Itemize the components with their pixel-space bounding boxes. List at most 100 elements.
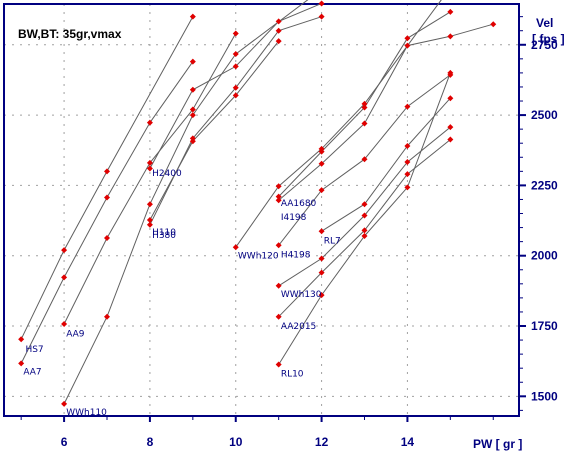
x-tick-label: 14 — [401, 435, 415, 449]
data-point — [18, 336, 25, 343]
series-line — [149, 40, 280, 221]
y-tick-label: 1750 — [531, 319, 558, 333]
x-tick-label: 12 — [315, 435, 329, 449]
data-point — [275, 313, 282, 320]
series-label: HS7 — [25, 345, 43, 355]
data-point — [275, 18, 282, 25]
data-point — [104, 194, 110, 201]
y-axis-title-line2: [ fps ] — [532, 32, 565, 46]
data-point — [318, 228, 325, 235]
series-label: H2400 — [152, 169, 182, 179]
data-point — [61, 321, 68, 328]
series-line — [63, 0, 309, 405]
series-label: WWh120 — [238, 252, 279, 262]
data-point — [104, 234, 110, 241]
data-point — [404, 35, 411, 42]
data-point — [104, 313, 110, 320]
series-lines — [20, 0, 494, 405]
data-point — [146, 201, 153, 208]
data-point — [18, 360, 25, 367]
data-point — [404, 143, 411, 150]
data-point — [404, 42, 411, 49]
data-point — [404, 103, 411, 110]
data-point — [404, 184, 411, 191]
data-point — [447, 124, 454, 131]
x-tick-label: 6 — [61, 435, 68, 449]
chart-title: BW,BT: 35gr,vmax — [18, 27, 122, 41]
data-point — [318, 160, 325, 167]
data-point — [490, 21, 497, 28]
data-point — [447, 136, 454, 143]
series-label: RL7 — [324, 237, 341, 247]
data-point — [146, 119, 153, 126]
data-point — [189, 138, 196, 145]
data-point — [361, 233, 368, 240]
series-label: H4198 — [281, 251, 311, 261]
y-tick-label: 2250 — [531, 178, 558, 192]
data-point — [361, 212, 368, 219]
data-point — [318, 269, 325, 276]
series-markers — [18, 0, 497, 407]
data-point — [232, 244, 239, 251]
data-point — [361, 156, 368, 163]
data-point — [61, 247, 68, 254]
data-point — [146, 165, 153, 172]
data-point — [318, 187, 325, 194]
grid — [4, 4, 519, 416]
data-point — [275, 361, 282, 368]
y-tick-label: 2500 — [531, 108, 558, 122]
data-point — [318, 148, 325, 155]
ticks: 6 8 10 12 14 1500 1750 2000 2250 2500 2750 — [20, 16, 558, 449]
series-line — [278, 23, 494, 201]
series-label: AA1680 — [281, 199, 317, 209]
data-point — [318, 13, 325, 20]
series-label: WWh110 — [66, 408, 107, 418]
data-point — [275, 38, 282, 45]
data-point — [318, 292, 325, 299]
data-point — [275, 197, 282, 204]
data-point — [404, 159, 411, 166]
data-point — [146, 216, 153, 223]
y-tick-label: 2750 — [531, 38, 558, 52]
data-point — [275, 183, 282, 190]
data-point — [361, 100, 368, 107]
data-point — [232, 63, 239, 70]
series-line — [235, 0, 442, 248]
series-label: H110 — [152, 228, 176, 238]
series-line — [321, 97, 451, 232]
y-axis-title-line1: Vel — [536, 16, 553, 30]
data-point — [361, 227, 368, 234]
data-point — [61, 400, 68, 407]
x-axis-title: PW [ gr ] — [473, 437, 522, 451]
data-point — [61, 274, 68, 281]
data-point — [189, 112, 196, 119]
data-point — [361, 104, 368, 111]
data-point — [404, 171, 411, 178]
series-label: AA9 — [66, 329, 85, 339]
data-point — [232, 92, 239, 99]
data-point — [447, 8, 454, 15]
series-label: WWh130 — [281, 290, 322, 300]
data-point — [318, 255, 325, 262]
y-tick-label: 1500 — [531, 389, 558, 403]
data-point — [232, 30, 239, 37]
x-tick-label: 10 — [229, 435, 243, 449]
data-point — [189, 13, 196, 20]
data-point — [275, 193, 282, 200]
data-point — [275, 27, 282, 34]
series-label: H380 — [152, 231, 176, 241]
data-point — [232, 84, 239, 91]
data-point — [189, 58, 196, 65]
data-point — [189, 106, 196, 113]
data-point — [318, 0, 325, 7]
data-point — [275, 242, 282, 249]
data-point — [232, 51, 239, 58]
data-point — [189, 86, 196, 93]
data-point — [146, 221, 153, 228]
data-point — [361, 201, 368, 208]
data-point — [104, 168, 110, 175]
series-line — [20, 16, 194, 340]
